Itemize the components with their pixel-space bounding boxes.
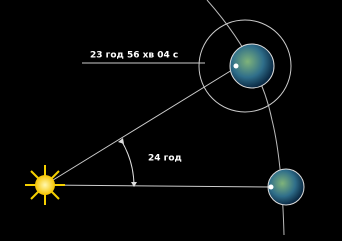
- diagram: 23 год 56 хв 04 с 24 год: [0, 0, 342, 241]
- sun: [25, 165, 65, 205]
- marker: [269, 185, 274, 190]
- sidereal-label: 23 год 56 хв 04 с: [90, 51, 178, 61]
- marker: [234, 64, 239, 69]
- solar-label: 24 год: [148, 154, 182, 164]
